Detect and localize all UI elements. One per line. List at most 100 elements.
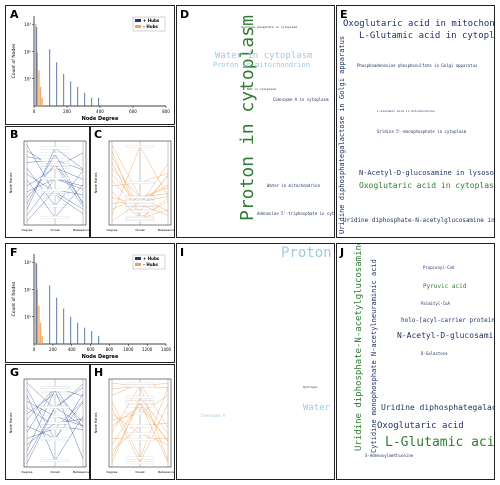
x-tick-label: 200 bbox=[63, 109, 71, 114]
cloud-word: Proton in cytoplasm bbox=[237, 15, 258, 221]
x-axis-label: Node Degree bbox=[82, 354, 119, 360]
legend-swatch-plus bbox=[135, 257, 141, 260]
node-box bbox=[125, 461, 155, 465]
cloud-word: Uridine diphosphate-N-acetylglucosamine bbox=[354, 243, 364, 451]
node-box bbox=[40, 204, 70, 208]
x-tick-label: 400 bbox=[96, 109, 104, 114]
bar bbox=[77, 86, 79, 106]
panel-g: Degree Closet Betweenness Node Ranks bbox=[5, 364, 90, 480]
panel-f: 10¹ 10² 10³ 0 200 400 600 800 1000 1200 1400 Node D… bbox=[5, 243, 175, 363]
x-tick-label: Degree bbox=[22, 228, 33, 232]
label-e: E bbox=[340, 8, 348, 21]
bar bbox=[35, 262, 37, 344]
node-box bbox=[40, 388, 70, 392]
cloud-word: Coenzyme A in cytoplasm bbox=[273, 97, 329, 102]
node-box bbox=[125, 381, 155, 385]
y-axis-label: Count of Nodes bbox=[11, 281, 17, 316]
label-d: D bbox=[180, 8, 190, 21]
label-a: A bbox=[10, 8, 19, 21]
legend: + Hubs– Hubs bbox=[132, 16, 166, 32]
panel-h: Degree Closet Betweenness Node Ranks bbox=[90, 364, 175, 480]
cloud-word: Phosphoadenosine phosphosulfate in Golgi… bbox=[357, 63, 478, 68]
cloud-word: Uridine 5'-monophosphate in cytoplasm bbox=[377, 129, 467, 134]
x-tick-label: Degree bbox=[107, 470, 118, 474]
x-tick-label: Closet bbox=[50, 470, 60, 474]
node-box bbox=[40, 188, 70, 192]
node-box bbox=[125, 145, 155, 148]
x-tick-label: 800 bbox=[106, 347, 114, 352]
node-box bbox=[125, 200, 155, 204]
bar bbox=[36, 263, 38, 344]
node-box bbox=[40, 459, 70, 462]
node-box bbox=[125, 424, 155, 428]
y-tick-label: 10³ bbox=[24, 260, 31, 265]
x-tick-label: 0 bbox=[33, 347, 36, 352]
x-tick-label: Betweenness bbox=[73, 228, 90, 232]
x-tick-label: Closet bbox=[135, 228, 145, 232]
x-tick-label: Closet bbox=[135, 470, 145, 474]
node-box bbox=[125, 404, 155, 408]
x-tick-label: 800 bbox=[162, 109, 170, 114]
cloud-word: L-Glutamic acid in cytoplasm bbox=[359, 31, 495, 41]
node-box bbox=[125, 432, 155, 436]
node-box bbox=[40, 146, 70, 150]
label-b: B bbox=[10, 128, 19, 141]
bar bbox=[63, 73, 65, 106]
cloud-word: Water in mitochondrion bbox=[267, 183, 320, 188]
cloud-word: Palmityl-CoA bbox=[421, 301, 450, 306]
panel-d: Proton in cytoplasm Water in cytoplasm Pro… bbox=[176, 5, 335, 238]
node-box bbox=[125, 412, 155, 415]
x-tick-label: 1400 bbox=[161, 347, 172, 352]
label-i: I bbox=[180, 246, 185, 259]
bar bbox=[91, 330, 93, 344]
y-axis-label: Node Ranks bbox=[94, 172, 98, 193]
bar bbox=[36, 52, 38, 106]
legend-label-plus: + Hubs bbox=[143, 18, 160, 23]
node-box bbox=[40, 386, 70, 389]
bar bbox=[38, 305, 40, 344]
node-box bbox=[125, 456, 155, 460]
x-tick-label: Betweenness bbox=[158, 470, 175, 474]
node-box bbox=[40, 421, 70, 425]
x-tick-label: Closet bbox=[50, 228, 60, 232]
cloud-word: Proton in mitochondrion bbox=[213, 61, 310, 69]
bar bbox=[63, 308, 65, 344]
cloud-word: Hydrogen bbox=[303, 385, 318, 389]
bar bbox=[41, 335, 43, 344]
label-h: H bbox=[94, 366, 104, 379]
cloud-word: S-Adenosylmethionine bbox=[365, 453, 414, 458]
x-tick-label: 600 bbox=[87, 347, 95, 352]
panel-j: Uridine diphosphate-N-acetylglucosamine C… bbox=[336, 243, 495, 480]
node-box bbox=[125, 203, 155, 206]
legend: + Hubs– Hubs bbox=[132, 254, 166, 270]
node-box bbox=[40, 216, 70, 219]
x-tick-label: 1000 bbox=[123, 347, 134, 352]
y-axis-label: Node Ranks bbox=[94, 412, 98, 433]
y-tick-label: 10² bbox=[24, 287, 31, 292]
panel-i: Proton Water Coenzyme A Hydrogen bbox=[176, 243, 335, 480]
cloud-word: Water bbox=[303, 403, 331, 413]
label-f: F bbox=[10, 246, 18, 259]
legend-swatch-minus bbox=[135, 25, 141, 28]
node-box bbox=[40, 427, 70, 430]
x-tick-label: 200 bbox=[49, 347, 57, 352]
node-box bbox=[125, 217, 155, 220]
cloud-word: Pyruvic acid bbox=[423, 283, 467, 290]
node-box bbox=[40, 437, 70, 440]
legend-swatch-minus bbox=[135, 263, 141, 266]
node-box bbox=[125, 395, 155, 399]
bar bbox=[41, 97, 43, 106]
legend-label-plus: + Hubs bbox=[143, 256, 160, 261]
panel-e: Oxoglutaric acid in mitochondrion L-Gluta… bbox=[336, 5, 495, 238]
y-axis-label: Node Ranks bbox=[9, 412, 13, 433]
x-tick-label: Degree bbox=[107, 228, 118, 232]
label-c: C bbox=[94, 128, 103, 141]
cloud-word: L-Glutamic acid in mitochondrion bbox=[377, 109, 435, 113]
bar bbox=[36, 289, 38, 344]
node-box bbox=[125, 438, 155, 441]
cloud-word: holo-[acyl-carrier protein] bbox=[401, 317, 495, 324]
node-box bbox=[40, 177, 70, 180]
cloud-word: Oxoglutaric acid in cytoplasm bbox=[359, 181, 495, 190]
cloud-word: D-Galactose bbox=[421, 351, 448, 356]
cloud-word: NAD in cytoplasm bbox=[247, 87, 276, 91]
